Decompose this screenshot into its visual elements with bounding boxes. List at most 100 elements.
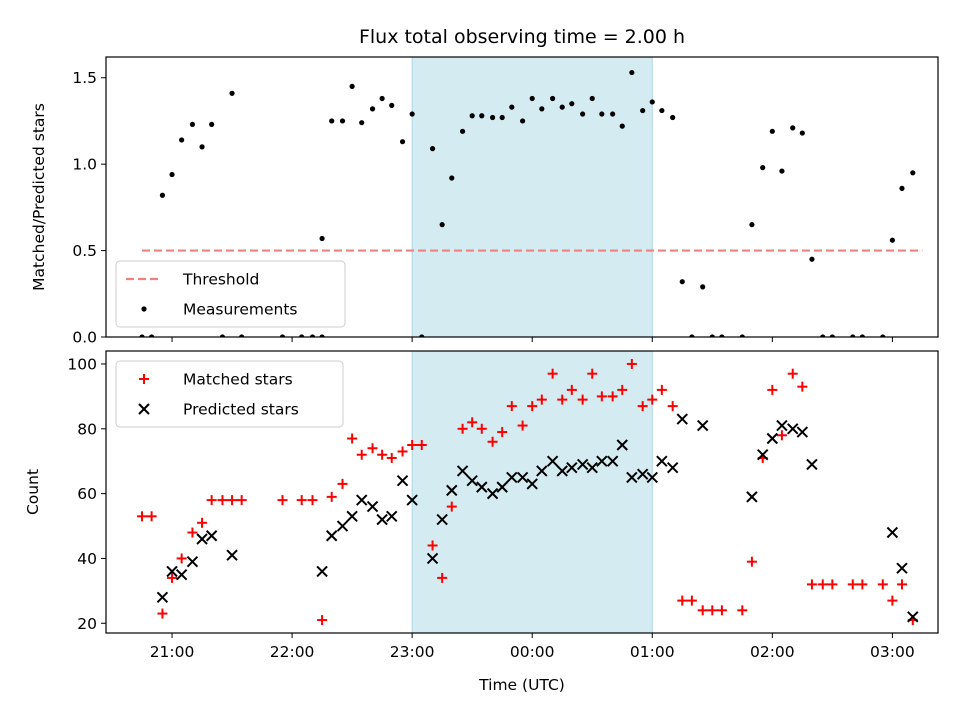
matched-star-point xyxy=(356,449,367,460)
measurement-point xyxy=(769,128,775,134)
measurement-point xyxy=(659,107,665,114)
measurement-point xyxy=(209,121,215,128)
matched-star-point xyxy=(377,449,388,460)
matched-star-point xyxy=(527,401,538,412)
top-plot-area xyxy=(139,69,923,337)
matched-star-point xyxy=(557,394,568,405)
matched-star-point xyxy=(457,423,468,434)
x-tick-label: 01:00 xyxy=(630,643,675,661)
matched-star-point xyxy=(317,615,328,626)
predicted-star-point xyxy=(576,458,589,471)
measurement-point xyxy=(479,113,485,119)
measurement-point xyxy=(499,114,505,121)
matched-star-point xyxy=(506,401,517,412)
measurement-point xyxy=(739,334,745,337)
top-panel: 0.0 0.5 1.0 1.5 Matched/Predicted stars Thres… xyxy=(30,56,939,347)
measurement-point xyxy=(779,168,785,174)
top-y-tick-label: 0.5 xyxy=(72,242,97,260)
measurement-point xyxy=(569,101,575,107)
top-legend: Threshold Measurements xyxy=(115,260,346,328)
bottom-series-predicted-stars xyxy=(156,413,919,623)
matched-star-point xyxy=(896,579,907,590)
matched-star-point xyxy=(776,430,787,441)
matched-star-point xyxy=(337,478,348,489)
measurement-point xyxy=(539,106,545,112)
measurement-point xyxy=(809,256,815,262)
measurement-point xyxy=(640,107,646,114)
matched-star-point xyxy=(347,433,358,444)
legend-box xyxy=(115,260,346,328)
measurement-point xyxy=(700,284,706,290)
predicted-star-point xyxy=(787,423,799,435)
top-series-measurements xyxy=(139,69,916,337)
measurement-point xyxy=(559,104,565,110)
matched-star-point xyxy=(647,394,658,405)
measurement-point xyxy=(279,334,286,337)
matched-star-point xyxy=(596,391,607,402)
measurement-point xyxy=(239,334,245,337)
matched-star-point xyxy=(626,358,637,369)
matched-star-point xyxy=(737,605,748,616)
predicted-star-point xyxy=(226,549,238,561)
measurement-point xyxy=(329,118,335,124)
measurement-point xyxy=(629,69,635,76)
measurement-point xyxy=(379,95,385,102)
predicted-star-point xyxy=(386,510,398,523)
predicted-star-point xyxy=(757,449,769,461)
predicted-star-point xyxy=(616,439,628,451)
matched-star-point xyxy=(416,440,427,450)
matched-star-point xyxy=(827,579,838,590)
predicted-star-point xyxy=(556,465,568,477)
bottom-legend: Matched stars Predicted stars xyxy=(115,360,344,428)
predicted-star-point xyxy=(436,513,448,526)
predicted-star-point xyxy=(536,465,548,477)
predicted-star-point xyxy=(896,562,908,574)
measurement-point xyxy=(219,334,226,337)
predicted-star-point xyxy=(666,461,679,474)
measurement-point xyxy=(169,171,175,178)
matched-star-point xyxy=(236,495,247,506)
matched-star-point xyxy=(686,595,697,606)
measurement-point xyxy=(880,334,886,337)
measurement-point xyxy=(319,334,325,337)
matched-star-point xyxy=(667,401,678,412)
matched-star-point xyxy=(536,394,547,405)
matched-star-point xyxy=(206,495,217,506)
measurement-point xyxy=(359,120,365,126)
bottom-y-tick-label: 100 xyxy=(67,355,97,373)
measurement-point xyxy=(749,222,755,228)
measurement-point xyxy=(580,111,586,117)
predicted-star-point xyxy=(596,455,608,467)
measurement-point xyxy=(189,121,196,128)
predicted-star-point xyxy=(907,611,919,623)
predicted-star-point xyxy=(776,419,788,432)
matched-star-point xyxy=(767,384,778,395)
predicted-star-point xyxy=(156,591,169,604)
matched-star-point xyxy=(797,381,808,392)
legend-swatch xyxy=(141,306,147,312)
matched-star-point xyxy=(716,605,727,616)
measurement-point xyxy=(429,146,436,152)
matched-star-point xyxy=(367,443,378,454)
matched-star-point xyxy=(697,605,708,616)
matched-star-point xyxy=(877,579,888,590)
x-tick-label: 21:00 xyxy=(150,643,195,661)
matched-star-point xyxy=(407,440,418,450)
predicted-star-point xyxy=(205,530,218,542)
measurement-point xyxy=(469,113,475,119)
matched-star-point xyxy=(476,423,487,434)
predicted-star-point xyxy=(406,494,418,506)
legend-swatch xyxy=(139,374,149,384)
x-tick-label: 02:00 xyxy=(750,643,795,661)
predicted-star-point xyxy=(346,510,358,523)
measurement-point xyxy=(610,111,616,117)
predicted-star-point xyxy=(466,474,478,487)
matched-star-point xyxy=(307,495,318,506)
measurement-point xyxy=(899,185,905,191)
measurement-point xyxy=(159,192,166,198)
measurement-point xyxy=(520,118,526,124)
matched-star-point xyxy=(587,368,598,379)
legend-label: Measurements xyxy=(183,301,298,319)
measurement-point xyxy=(309,334,316,337)
matched-star-point xyxy=(446,501,457,512)
